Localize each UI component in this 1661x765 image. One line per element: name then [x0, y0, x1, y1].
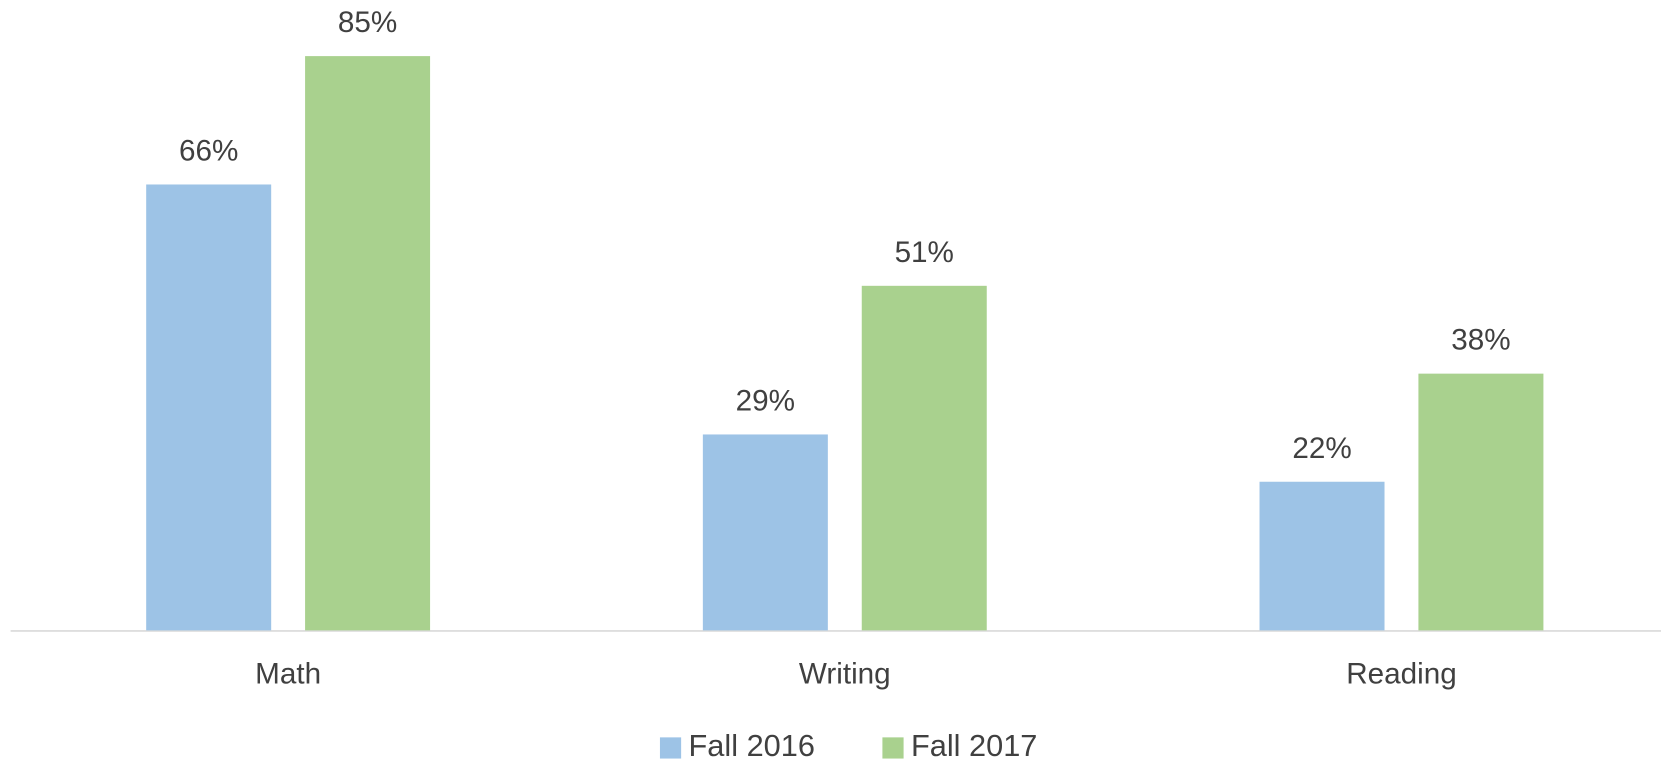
bar: [861, 285, 987, 631]
legend-label: Fall 2016: [689, 728, 815, 763]
bar: [1259, 481, 1385, 631]
data-label: 51%: [895, 236, 954, 269]
x-tick-label: Reading: [1346, 658, 1456, 691]
bar: [1418, 373, 1544, 631]
data-label: 38%: [1451, 324, 1510, 357]
legend-swatch: [882, 737, 904, 759]
bar: [146, 184, 272, 631]
x-tick-label: Math: [255, 658, 321, 691]
bar: [702, 434, 828, 631]
x-tick-label: Writing: [799, 658, 891, 691]
legend-swatch: [659, 737, 682, 759]
data-label: 85%: [338, 6, 397, 39]
bar: [305, 56, 431, 631]
data-label: 66%: [179, 135, 238, 168]
data-label: 29%: [736, 385, 795, 418]
legend-label: Fall 2017: [911, 728, 1037, 763]
data-label: 22%: [1292, 432, 1351, 465]
